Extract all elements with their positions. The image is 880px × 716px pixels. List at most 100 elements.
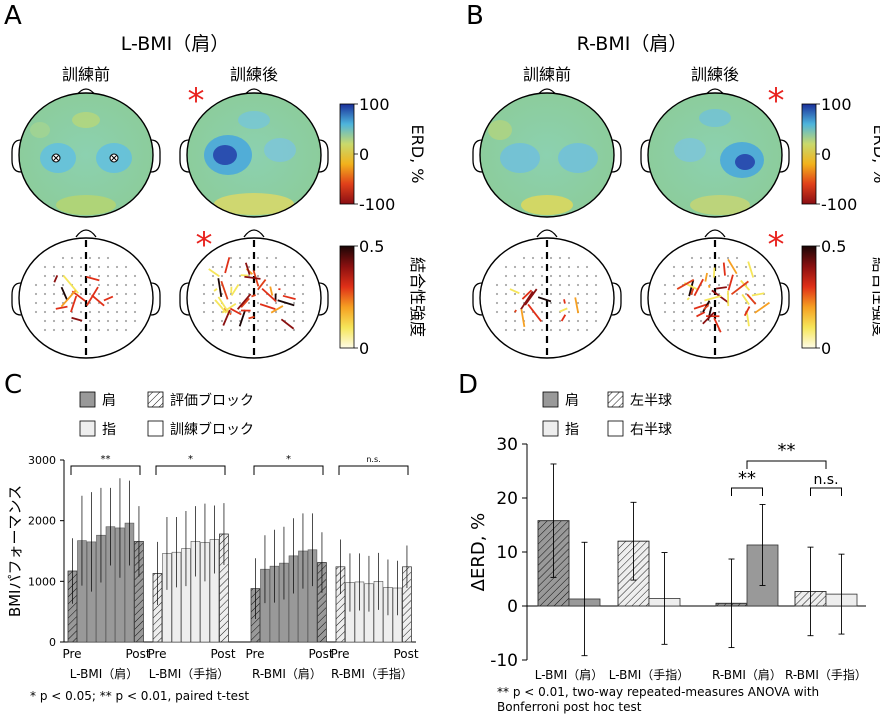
electrode-dot [558,301,562,305]
electrode-dot [522,256,526,260]
legend-label: 訓練ブロック [170,421,254,438]
electrode-dot [549,319,553,323]
electrode-dot [672,301,676,305]
legend-swatch [79,420,96,437]
colorbar-label: ERD, % [870,125,880,184]
electrode-dot [504,292,508,296]
electrode-dot [495,301,499,305]
connectivity-line [236,293,252,310]
significance-label: * [286,454,291,465]
electrode-dot [115,265,119,269]
connectivity-line [251,294,256,298]
electrode-dot [672,319,676,323]
electrode-dot [717,265,721,269]
electrode-dot [79,256,83,260]
electrode-dot [540,301,544,305]
electrode-dot [115,283,119,287]
electrode-dot [274,256,278,260]
electrode-dot [594,310,598,314]
electrode-dot [540,292,544,296]
x-tick-label-post: Post [393,647,418,661]
significance-star: * [196,225,213,265]
electrode-dot [202,292,206,296]
electrode-dot [549,310,553,314]
electrode-dot [124,328,128,332]
connectivity-line [688,279,695,297]
electrode-dot [585,319,589,323]
connectivity-line [740,279,751,291]
electrode-dot [106,319,110,323]
electrode-dot [681,301,685,305]
electrode-dot [708,328,712,332]
electrode-dot [133,283,137,287]
electrode-dot [229,328,233,332]
electrode-dot [115,274,119,278]
electrode-dot [133,274,137,278]
electrode-dot [115,319,119,323]
electrode-dot [726,319,730,323]
significance-label: n.s. [366,455,380,464]
electrode-dot [594,301,598,305]
electrode-dot [97,310,101,314]
electrode-dot [576,301,580,305]
electrode-dot [531,301,535,305]
electrode-dot [690,274,694,278]
group-label: L-BMI（手指） [149,666,230,681]
coupling-colorbar-b-scale [801,245,817,349]
electrode-dot [256,328,260,332]
y-tick-label: 0 [507,597,518,617]
electrode-dot [34,283,38,287]
electrode-dot [663,292,667,296]
head-outline [186,237,322,359]
electrode-dot [576,319,580,323]
connectivity-line [53,275,59,283]
connectivity-line [703,304,710,310]
electrode-dot [301,274,305,278]
legend-label: 左半球 [630,393,672,409]
connectivity-line [269,286,274,296]
connectivity-map-b-pre [472,229,622,359]
significance-star: * [768,81,785,121]
electrode-dot [558,256,562,260]
electrode-dot [576,283,580,287]
connectivity-line [743,306,751,317]
electrode-dot [283,292,287,296]
electrode-dot [124,283,128,287]
group-label: L-BMI（肩） [70,666,139,681]
connectivity-line [704,295,722,302]
electrode-dot [708,256,712,260]
electrode-dot [106,265,110,269]
nose-icon [536,229,558,238]
legend-label: 右半球 [630,422,672,438]
electrode-dot [256,310,260,314]
electrode-dot [52,328,56,332]
electrode-dot [61,256,65,260]
connectivity-line [747,261,755,278]
electrode-dot [283,274,287,278]
electrode-dot [522,274,526,278]
electrode-dot [238,274,242,278]
electrode-dot [88,265,92,269]
erd-map-b-post [640,88,790,218]
electrode-dot [70,265,74,269]
electrode-dot [97,256,101,260]
connectivity-line [280,318,295,330]
electrode-dot [513,319,517,323]
electrode-dot [744,328,748,332]
electrode-dot [124,319,128,323]
connectivity-line [521,289,533,300]
colorbar-label: 結合性強度 [870,257,880,337]
electrode-dot [61,319,65,323]
electrode-dot [124,274,128,278]
electrode-dot [672,265,676,269]
electrode-dot [504,319,508,323]
electrode-dot [79,301,83,305]
electrode-dot [753,328,757,332]
electrode-dot [202,310,206,314]
electrode-dot [540,310,544,314]
electrode-dot [88,292,92,296]
electrode-dot [43,292,47,296]
electrode-dot [735,319,739,323]
connectivity-line [727,258,738,275]
electrode-dot [567,265,571,269]
